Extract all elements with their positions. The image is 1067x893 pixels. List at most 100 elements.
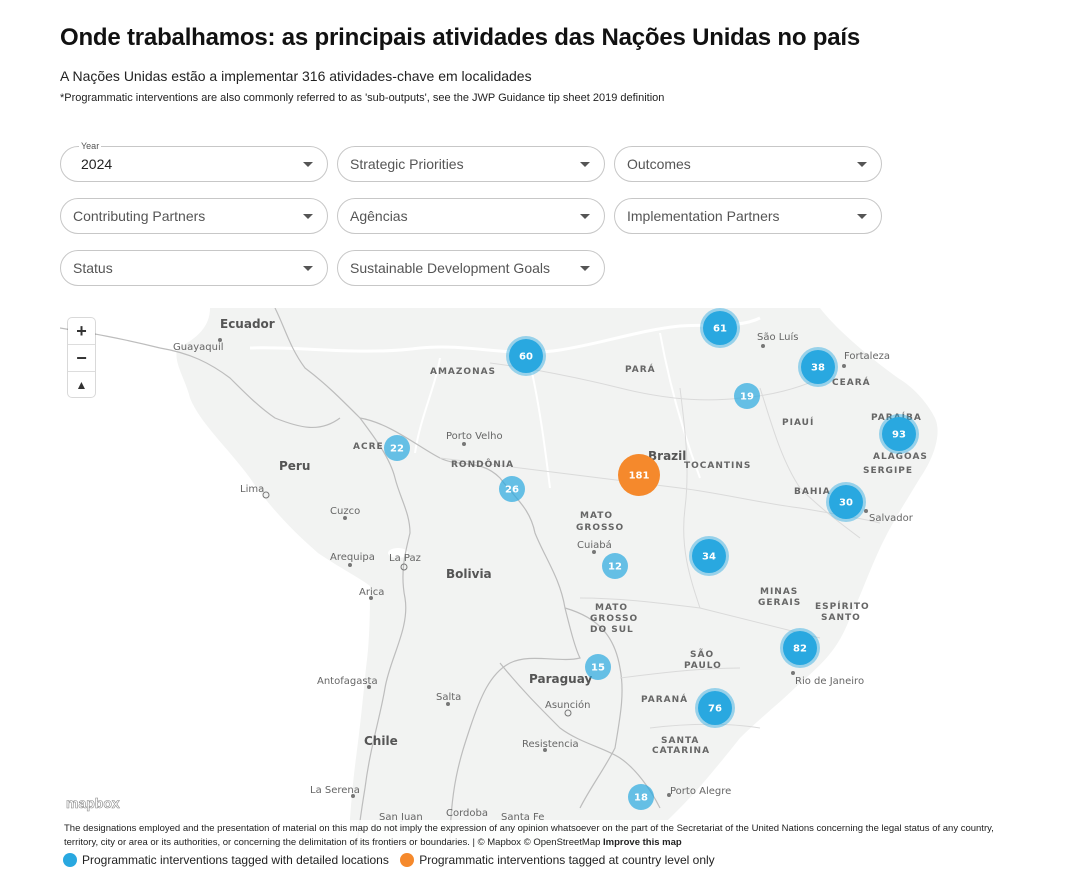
map-label: Bolivia	[446, 567, 492, 581]
state-border	[489, 362, 821, 401]
city-dot	[761, 344, 765, 348]
cluster-marker[interactable]: 22	[384, 435, 410, 461]
strategic-priorities-label: Strategic Priorities	[350, 156, 464, 172]
map-label: SERGIPE	[863, 466, 913, 476]
zoom-in-button[interactable]: +	[68, 318, 95, 345]
country-level-marker[interactable]: 181	[618, 454, 660, 496]
cluster-marker[interactable]: 38	[798, 347, 838, 387]
cluster-marker[interactable]: 93	[879, 414, 919, 454]
chevron-down-icon	[303, 214, 313, 219]
city-dot	[864, 509, 868, 513]
map-label: PARANÁ	[641, 693, 688, 705]
compass-button[interactable]: ▲	[75, 378, 88, 392]
cluster-marker[interactable]: 82	[780, 628, 820, 668]
agencias-select[interactable]: Agências	[337, 198, 605, 234]
status-select[interactable]: Status	[60, 250, 328, 286]
cluster-count: 181	[629, 471, 650, 482]
city-dot	[543, 748, 547, 752]
chevron-down-icon	[580, 162, 590, 167]
atlantic-ocean	[640, 308, 1021, 848]
cluster-marker[interactable]: 76	[695, 688, 735, 728]
strategic-priorities-select[interactable]: Strategic Priorities	[337, 146, 605, 182]
city-dot	[400, 563, 408, 571]
year-select[interactable]: Year 2024	[60, 141, 328, 182]
map-label: Arica	[359, 587, 384, 598]
city-dot	[592, 550, 596, 554]
map-label: Salvador	[869, 513, 914, 524]
cluster-count: 22	[390, 444, 404, 455]
mapbox-logo[interactable]: mapbox	[66, 795, 120, 812]
city-dot	[369, 596, 373, 600]
cluster-count: 18	[634, 793, 648, 804]
cluster-marker[interactable]: 26	[499, 476, 525, 502]
map-label: La Serena	[310, 785, 360, 796]
city-dot	[462, 442, 466, 446]
map-label: Lima	[240, 484, 264, 495]
attribution-text: The designations employed and the presen…	[64, 823, 994, 848]
implementation-partners-select[interactable]: Implementation Partners	[614, 198, 882, 234]
pacific-ocean	[60, 308, 370, 848]
state-border	[439, 457, 881, 524]
city-dot	[348, 563, 352, 567]
cluster-count: 93	[892, 430, 906, 441]
improve-map-link[interactable]: Improve this map	[603, 837, 682, 848]
map-label: Porto Alegre	[670, 786, 731, 797]
cluster-marker[interactable]: 60	[506, 336, 546, 376]
cluster-marker[interactable]: 15	[585, 654, 611, 680]
map-label: Fortaleza	[844, 351, 890, 362]
city-dot	[564, 709, 572, 717]
border	[499, 662, 661, 809]
map-label: CATARINA	[652, 746, 710, 756]
cluster-marker[interactable]: 61	[700, 308, 740, 348]
chevron-down-icon	[857, 214, 867, 219]
map-label: SANTA	[661, 736, 699, 746]
amazon-river	[249, 316, 761, 354]
state-border	[649, 723, 761, 729]
map-label: Chile	[364, 734, 398, 748]
cluster-count: 26	[505, 485, 519, 496]
map-label: San Juan	[379, 812, 423, 823]
implementation-partners-label: Implementation Partners	[627, 208, 780, 224]
chevron-down-icon	[303, 266, 313, 271]
cluster-marker[interactable]: 34	[689, 536, 729, 576]
map-label: ESPÍRITO	[815, 600, 870, 612]
cluster-count: 15	[591, 663, 605, 674]
contributing-partners-select[interactable]: Contributing Partners	[60, 198, 328, 234]
page-subtitle: A Nações Unidas estão a implementar 316 …	[60, 68, 532, 84]
border	[159, 347, 341, 429]
map-canvas[interactable]: Ecuador Guayaquil AMAZONAS PARÁ São Luís…	[60, 308, 1021, 848]
map-label: GERAIS	[758, 598, 801, 608]
map-svg: Ecuador Guayaquil AMAZONAS PARÁ São Luís…	[60, 308, 1021, 848]
map-label: BAHIA	[794, 487, 831, 497]
map-label: Cordoba	[446, 808, 488, 819]
sdg-select[interactable]: Sustainable Development Goals	[337, 250, 605, 286]
sdg-label: Sustainable Development Goals	[350, 260, 551, 276]
city-dot	[218, 338, 222, 342]
cluster-marker[interactable]: 12	[602, 553, 628, 579]
map-label: TOCANTINS	[684, 461, 751, 471]
map-label: GROSSO	[576, 523, 624, 533]
blue-dot-icon	[63, 853, 77, 867]
chevron-down-icon	[580, 266, 590, 271]
year-select-label: Year	[79, 141, 102, 151]
outcomes-select[interactable]: Outcomes	[614, 146, 882, 182]
map-legend: Programmatic interventions tagged with d…	[63, 853, 723, 870]
zoom-out-button[interactable]: −	[68, 345, 95, 372]
chevron-down-icon	[303, 162, 313, 167]
cluster-count: 60	[519, 352, 533, 363]
map-label: ACRE	[353, 442, 384, 452]
legend-label-country: Programmatic interventions tagged at cou…	[419, 853, 715, 867]
cluster-count: 38	[811, 363, 825, 374]
orange-dot-icon	[400, 853, 415, 867]
map-label: SANTO	[821, 613, 861, 623]
lake-titicaca	[388, 548, 408, 558]
map-label: Ecuador	[220, 317, 275, 331]
cluster-marker[interactable]: 18	[628, 784, 654, 810]
cluster-marker[interactable]: 19	[734, 383, 760, 409]
map-label: DO SUL	[590, 625, 634, 635]
city-dot	[446, 702, 450, 706]
cluster-marker[interactable]: 30	[826, 482, 866, 522]
map-label: São Luís	[757, 331, 799, 343]
border	[359, 417, 581, 848]
cluster-count: 61	[713, 324, 727, 335]
